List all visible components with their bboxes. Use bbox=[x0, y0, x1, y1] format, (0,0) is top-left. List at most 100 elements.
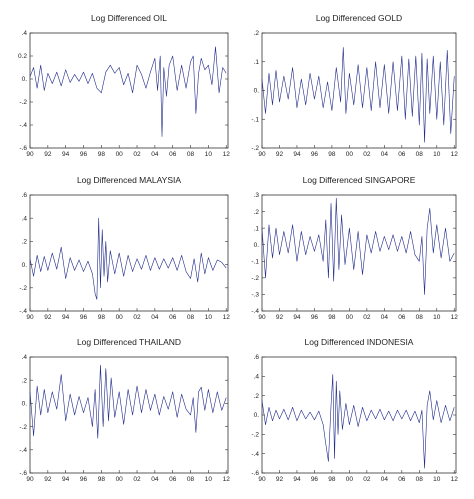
series-line bbox=[261, 374, 455, 469]
chart-title: Log Differenced SINGAPORE bbox=[303, 175, 416, 185]
series-line bbox=[29, 364, 227, 439]
x-tick-label: 02 bbox=[363, 314, 371, 321]
x-tick-label: 12 bbox=[223, 151, 231, 158]
x-tick-label: 04 bbox=[381, 476, 389, 483]
x-tick-label: 04 bbox=[151, 314, 159, 321]
y-tick-label: .4 bbox=[254, 374, 260, 381]
x-tick-label: 92 bbox=[276, 151, 284, 158]
x-tick-label: 10 bbox=[433, 314, 441, 321]
x-tick-label: 90 bbox=[258, 151, 266, 158]
y-tick-label: -.2 bbox=[251, 275, 259, 282]
y-tick-label: .2 bbox=[254, 209, 260, 216]
y-tick-label: 0. bbox=[254, 88, 260, 95]
x-tick-label: 08 bbox=[187, 476, 195, 483]
y-tick-label: .2 bbox=[22, 377, 28, 384]
x-tick-label: 96 bbox=[311, 476, 319, 483]
chart-panel-5: Log Differenced THAILAND -.6 -.4 -.2 0. .2 .4 9… bbox=[19, 337, 230, 483]
x-tick-label: 90 bbox=[26, 151, 34, 158]
x-tick-label: 98 bbox=[98, 314, 106, 321]
y-tick-label: .2 bbox=[254, 30, 260, 37]
x-tick-label: 08 bbox=[187, 314, 195, 321]
y-tick-label: .4 bbox=[22, 354, 28, 361]
plot-frame bbox=[261, 194, 457, 312]
x-tick-label: 92 bbox=[276, 476, 284, 483]
x-tick-label: 06 bbox=[398, 314, 406, 321]
x-tick-label: 08 bbox=[416, 151, 424, 158]
chart-title: Log Differenced THAILAND bbox=[77, 337, 181, 347]
x-tick-label: 02 bbox=[363, 151, 371, 158]
x-tick-label: 10 bbox=[205, 314, 213, 321]
x-tick-label: 96 bbox=[80, 314, 88, 321]
x-tick-label: 94 bbox=[62, 314, 70, 321]
x-tick-label: 02 bbox=[133, 151, 141, 158]
x-tick-label: 04 bbox=[381, 151, 389, 158]
x-tick-label: 12 bbox=[451, 151, 459, 158]
y-tick-label: -.4 bbox=[19, 122, 27, 129]
x-tick-label: 92 bbox=[44, 476, 52, 483]
x-tick-label: 00 bbox=[346, 314, 354, 321]
y-tick-label: 0. bbox=[22, 401, 28, 408]
x-tick-label: 06 bbox=[169, 151, 177, 158]
x-tick-label: 02 bbox=[133, 476, 141, 483]
x-tick-label: 90 bbox=[26, 314, 34, 321]
y-tick-label: .2 bbox=[254, 393, 260, 400]
y-tick-label: 0. bbox=[22, 76, 28, 83]
series-line bbox=[29, 217, 227, 300]
x-tick-label: 06 bbox=[398, 476, 406, 483]
y-tick-label: -.6 bbox=[251, 470, 259, 477]
x-tick-label: 06 bbox=[169, 314, 177, 321]
x-tick-label: 12 bbox=[223, 314, 231, 321]
x-tick-label: 10 bbox=[205, 151, 213, 158]
x-tick-label: 96 bbox=[311, 151, 319, 158]
x-tick-label: 94 bbox=[293, 476, 301, 483]
x-tick-label: 10 bbox=[433, 151, 441, 158]
x-tick-label: 96 bbox=[80, 476, 88, 483]
y-tick-label: .4 bbox=[22, 215, 28, 222]
x-tick-label: 94 bbox=[293, 314, 301, 321]
plot-frame bbox=[29, 32, 229, 149]
y-tick-label: .2 bbox=[22, 239, 28, 246]
y-tick-label: 0. bbox=[254, 242, 260, 249]
y-tick-label: .1 bbox=[254, 225, 260, 232]
y-tick-label: 0. bbox=[22, 262, 28, 269]
x-tick-label: 06 bbox=[169, 476, 177, 483]
x-tick-label: 90 bbox=[258, 476, 266, 483]
chart-title: Log Differenced INDONESIA bbox=[305, 337, 414, 347]
x-tick-label: 08 bbox=[416, 314, 424, 321]
y-tick-label: -.1 bbox=[251, 258, 259, 265]
y-tick-label: -.2 bbox=[19, 99, 27, 106]
x-tick-label: 06 bbox=[398, 151, 406, 158]
x-tick-label: 00 bbox=[116, 314, 124, 321]
y-tick-label: -.2 bbox=[19, 285, 27, 292]
x-tick-label: 08 bbox=[416, 476, 424, 483]
x-tick-label: 98 bbox=[328, 314, 336, 321]
y-tick-label: -.2 bbox=[251, 145, 259, 152]
x-tick-label: 92 bbox=[44, 314, 52, 321]
chart-title: Log Differenced OIL bbox=[91, 13, 167, 23]
series-line bbox=[29, 46, 227, 137]
series-line bbox=[261, 47, 455, 143]
x-tick-label: 08 bbox=[187, 151, 195, 158]
chart-panel-3: Log Differenced MALAYSIA -.4 -.2 0. .2 .4 .6 90… bbox=[19, 175, 230, 321]
x-tick-label: 90 bbox=[258, 314, 266, 321]
y-tick-label: .6 bbox=[22, 192, 28, 199]
chart-panel-4: Log Differenced SINGAPORE -.4 -.3 -.2 -.1 0..… bbox=[251, 175, 458, 321]
x-tick-label: 04 bbox=[381, 314, 389, 321]
y-tick-label: -.2 bbox=[19, 424, 27, 431]
plot-frame bbox=[29, 356, 229, 474]
y-tick-label: 0. bbox=[254, 412, 260, 419]
chart-panel-1: Log Differenced OIL -.6 -.4 -.2 0. 0.2 .4 90 92 9… bbox=[18, 13, 230, 158]
x-tick-label: 92 bbox=[44, 151, 52, 158]
x-tick-label: 90 bbox=[26, 476, 34, 483]
y-tick-label: -.2 bbox=[251, 432, 259, 439]
x-tick-label: 98 bbox=[98, 476, 106, 483]
y-tick-label: .6 bbox=[254, 354, 260, 361]
x-tick-label: 94 bbox=[62, 151, 70, 158]
x-tick-label: 92 bbox=[276, 314, 284, 321]
x-tick-label: 04 bbox=[151, 151, 159, 158]
x-tick-label: 12 bbox=[451, 476, 459, 483]
plot-frame bbox=[261, 32, 457, 149]
x-tick-label: 04 bbox=[151, 476, 159, 483]
chart-title: Log Differenced MALAYSIA bbox=[77, 175, 181, 185]
